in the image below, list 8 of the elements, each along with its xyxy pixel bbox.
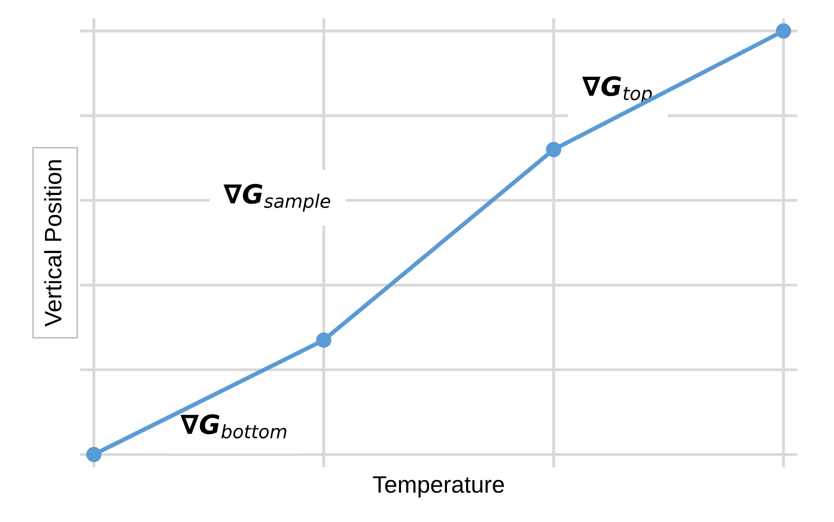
point <box>316 332 332 348</box>
x-axis-title: Temperature <box>372 476 504 498</box>
point <box>776 23 792 39</box>
point <box>546 142 562 158</box>
annotation: ∇G$_{sample}$ <box>224 184 330 212</box>
annotation: ∇G$_{bottom}$ <box>180 414 286 438</box>
y-axis-title: Vertical Position <box>44 160 62 327</box>
point <box>86 446 102 462</box>
